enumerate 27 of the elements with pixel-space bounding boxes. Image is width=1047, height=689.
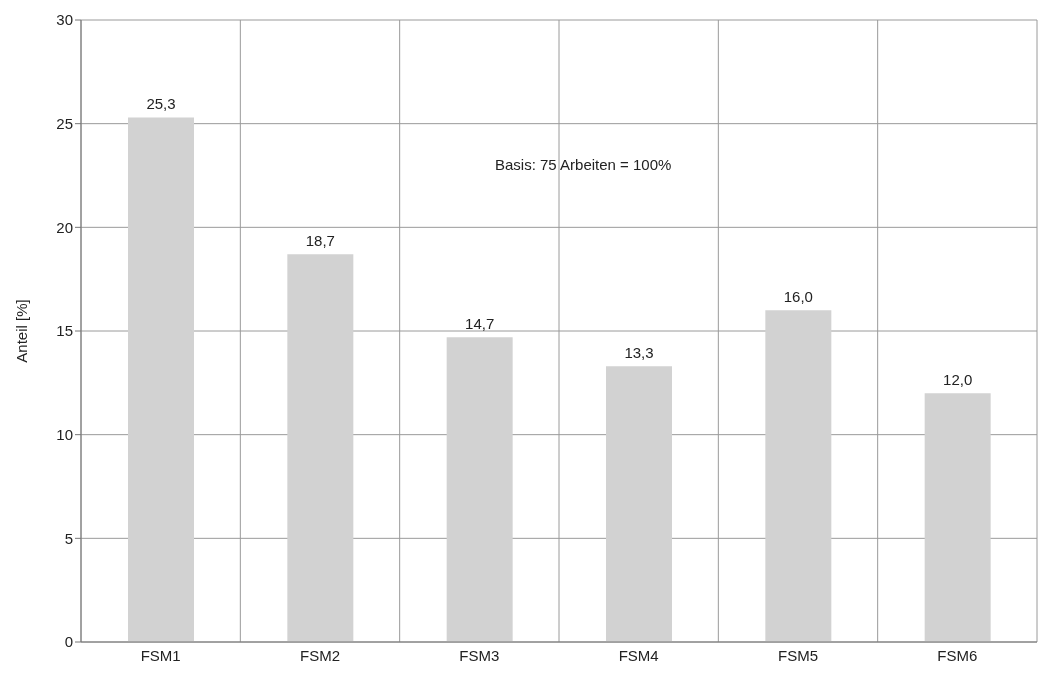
data-label: 25,3 bbox=[146, 95, 176, 113]
data-label: 13,3 bbox=[624, 344, 654, 362]
data-label: 18,7 bbox=[305, 232, 335, 250]
x-tick-label: FSM6 bbox=[937, 646, 978, 664]
y-tick-label: 20 bbox=[56, 218, 73, 236]
x-tick-label: FSM1 bbox=[140, 646, 181, 664]
x-tick-label: FSM2 bbox=[299, 646, 341, 664]
y-tick-label: 25 bbox=[56, 114, 73, 132]
bar bbox=[924, 393, 991, 642]
x-tick-label: FSM3 bbox=[459, 646, 500, 664]
data-label: 12,0 bbox=[943, 371, 973, 389]
bar bbox=[287, 254, 354, 642]
bar bbox=[606, 366, 672, 642]
x-tick-label: FSM5 bbox=[777, 646, 819, 664]
bar bbox=[128, 117, 194, 642]
y-axis-title: Anteil [%] bbox=[13, 299, 31, 363]
data-label: 16,0 bbox=[783, 288, 813, 306]
bar bbox=[765, 310, 832, 642]
annotation: Basis: 75 Arbeiten = 100% bbox=[495, 156, 672, 173]
y-tick-label: 15 bbox=[56, 322, 73, 340]
y-tick-label: 10 bbox=[56, 425, 73, 443]
y-tick-label: 0 bbox=[64, 633, 73, 651]
x-tick-label: FSM4 bbox=[618, 646, 659, 664]
bar bbox=[446, 337, 513, 642]
y-tick-label: 30 bbox=[56, 11, 73, 29]
y-tick-label: 5 bbox=[64, 529, 73, 547]
data-label: 14,7 bbox=[465, 315, 495, 333]
